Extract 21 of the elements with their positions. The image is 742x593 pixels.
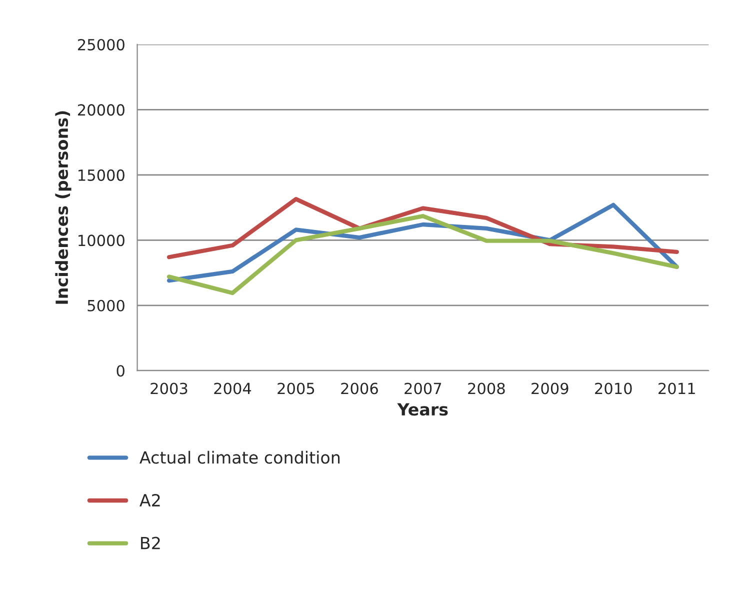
line-series bbox=[166, 214, 679, 296]
x-tick-label: 2008 bbox=[468, 382, 505, 394]
legend-label: Actual climate condition bbox=[140, 450, 340, 464]
x-tick-label: 2009 bbox=[532, 382, 568, 394]
x-tick-label: 2003 bbox=[150, 382, 188, 394]
y-axis-title: Incidences (persons) bbox=[55, 111, 72, 304]
y-tick-label: 0 bbox=[116, 365, 124, 377]
y-tick-label: 5000 bbox=[88, 300, 124, 312]
x-axis-title: Years bbox=[397, 403, 448, 416]
legend-label: A2 bbox=[140, 494, 160, 506]
x-tick-label: 2005 bbox=[278, 382, 314, 394]
x-tick-label: 2006 bbox=[341, 382, 378, 394]
y-tick-label: 20000 bbox=[78, 104, 124, 116]
x-tick-label: 2010 bbox=[595, 382, 632, 394]
y-tick-label: 15000 bbox=[78, 169, 124, 181]
y-tick-label: 10000 bbox=[78, 234, 124, 246]
x-tick-label: 2011 bbox=[658, 382, 695, 394]
y-tick-label: 25000 bbox=[78, 38, 124, 50]
x-tick-label: 2004 bbox=[214, 382, 252, 394]
x-tick-label: 2007 bbox=[404, 382, 442, 394]
legend-label: B2 bbox=[141, 536, 160, 550]
